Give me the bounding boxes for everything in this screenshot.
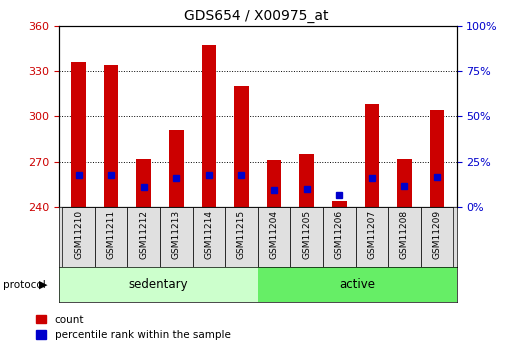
Text: GSM11205: GSM11205 xyxy=(302,210,311,259)
Text: GSM11211: GSM11211 xyxy=(107,210,115,259)
Text: GDS654 / X00975_at: GDS654 / X00975_at xyxy=(184,9,329,23)
Bar xyxy=(365,104,379,207)
Bar xyxy=(356,207,388,267)
Bar xyxy=(127,207,160,267)
Text: active: active xyxy=(339,278,375,291)
Bar xyxy=(397,159,412,207)
Bar xyxy=(192,207,225,267)
Text: GSM11208: GSM11208 xyxy=(400,210,409,259)
Text: GSM11213: GSM11213 xyxy=(172,210,181,259)
Bar xyxy=(421,207,453,267)
Bar xyxy=(388,207,421,267)
Text: ▶: ▶ xyxy=(38,280,47,289)
Bar xyxy=(225,207,258,267)
Bar xyxy=(267,160,282,207)
Bar xyxy=(71,62,86,207)
Text: GSM11207: GSM11207 xyxy=(367,210,377,259)
Bar xyxy=(95,207,127,267)
Bar xyxy=(160,207,192,267)
Bar xyxy=(234,86,249,207)
Bar xyxy=(258,207,290,267)
Bar xyxy=(332,201,347,207)
Legend: count, percentile rank within the sample: count, percentile rank within the sample xyxy=(36,315,231,340)
Bar xyxy=(104,65,119,207)
Bar xyxy=(62,207,95,267)
Bar xyxy=(169,130,184,207)
Bar xyxy=(323,207,356,267)
Bar xyxy=(202,46,216,207)
Text: GSM11215: GSM11215 xyxy=(237,210,246,259)
Text: GSM11204: GSM11204 xyxy=(269,210,279,259)
Bar xyxy=(59,267,258,302)
Text: GSM11209: GSM11209 xyxy=(432,210,442,259)
Text: GSM11206: GSM11206 xyxy=(335,210,344,259)
Bar xyxy=(258,267,457,302)
Text: GSM11210: GSM11210 xyxy=(74,210,83,259)
Bar xyxy=(136,159,151,207)
Bar xyxy=(299,154,314,207)
Bar xyxy=(290,207,323,267)
Text: protocol: protocol xyxy=(3,280,45,289)
Text: GSM11214: GSM11214 xyxy=(204,210,213,259)
Text: GSM11212: GSM11212 xyxy=(139,210,148,259)
Bar xyxy=(430,110,444,207)
Text: sedentary: sedentary xyxy=(129,278,188,291)
